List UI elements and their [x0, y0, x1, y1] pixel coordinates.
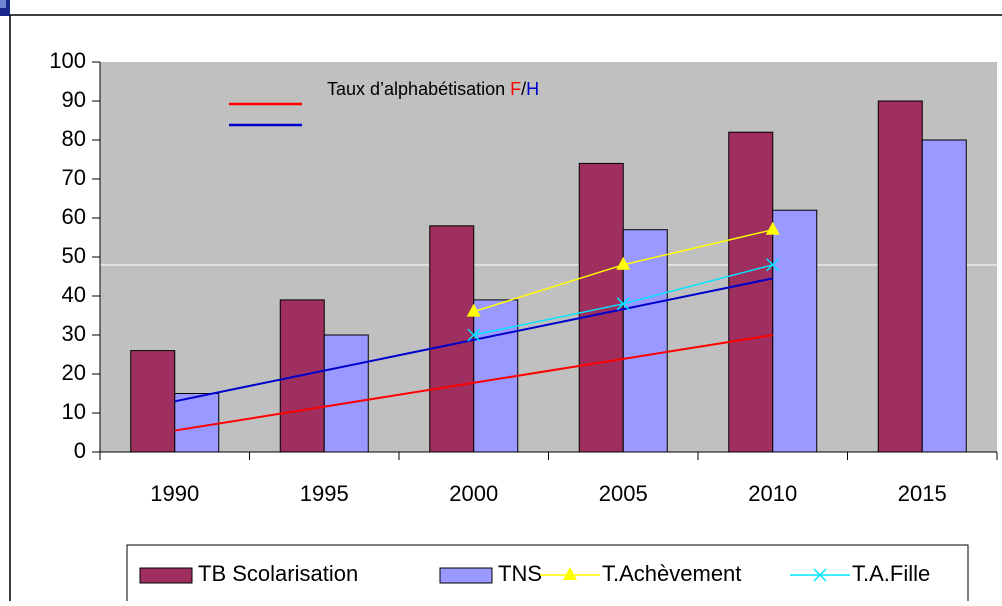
bar: [130, 350, 176, 453]
bar: [772, 209, 818, 453]
plot-area: [100, 62, 997, 452]
marker: [466, 303, 481, 317]
bar: [174, 393, 220, 453]
trend-legend-part: Taux d’alphabétisation: [327, 79, 505, 99]
x-tick-label: 2000: [449, 481, 498, 506]
bar: [877, 100, 923, 453]
y-tick-label: 30: [62, 321, 86, 346]
marker: [765, 221, 780, 235]
y-tick-label: 90: [62, 87, 86, 112]
trend-line: [174, 334, 773, 432]
bar: [429, 225, 475, 453]
legend-label: T.A.Fille: [852, 561, 930, 586]
y-tick-label: 40: [62, 282, 86, 307]
legend-swatch: [139, 567, 193, 584]
x-tick-label: 2010: [748, 481, 797, 506]
x-tick-label: 2015: [898, 481, 947, 506]
y-tick-label: 20: [62, 360, 86, 385]
legend-label: TNS: [498, 561, 542, 586]
bar: [728, 131, 774, 453]
y-tick-label: 0: [74, 438, 86, 463]
trend-legend-part: F: [510, 79, 521, 99]
trend-line: [174, 277, 773, 403]
trend-legend-part: H: [526, 79, 539, 99]
y-tick-label: 50: [62, 243, 86, 268]
marker: [766, 258, 780, 272]
bar: [323, 334, 369, 453]
bar: [622, 229, 668, 453]
legend-swatch: [439, 567, 493, 584]
marker: [467, 328, 481, 342]
marker: [616, 256, 631, 270]
y-tick-label: 10: [62, 399, 86, 424]
y-tick-label: 60: [62, 204, 86, 229]
trend-legend-text: Taux d’alphabétisation F/H: [327, 79, 539, 99]
legend-label: T.Achèvement: [602, 561, 741, 586]
x-tick-label: 1990: [150, 481, 199, 506]
y-tick-label: 80: [62, 126, 86, 151]
marker: [563, 567, 577, 580]
x-tick-label: 2005: [599, 481, 648, 506]
marker: [813, 568, 827, 582]
corner-decoration: [0, 0, 6, 8]
trend-legend-part: /: [521, 79, 526, 99]
marker: [616, 297, 630, 311]
y-tick-label: 70: [62, 165, 86, 190]
bar: [921, 139, 967, 453]
y-tick-label: 100: [49, 48, 86, 73]
x-tick-label: 1995: [300, 481, 349, 506]
legend-label: TB Scolarisation: [198, 561, 358, 586]
